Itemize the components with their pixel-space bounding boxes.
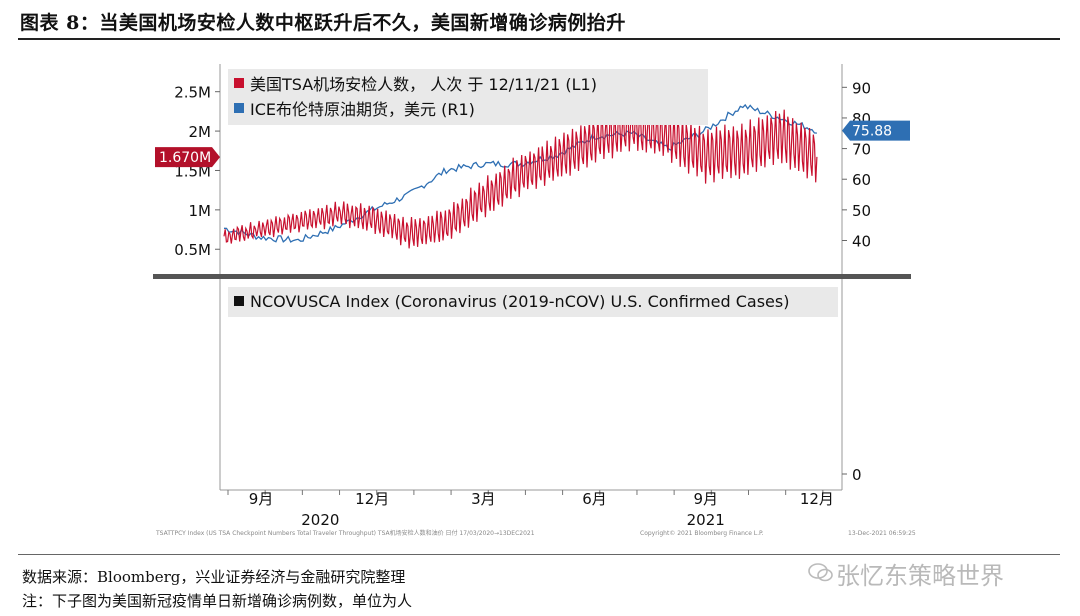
right-axis-tick-label: 70 xyxy=(852,141,871,159)
x-year-label: 2021 xyxy=(687,511,725,529)
left-axis-tick-label: 2.5M xyxy=(174,84,211,102)
legend-label-tsa: 美国TSA机场安检人数， 人次 于 12/11/21 (L1) xyxy=(250,75,597,94)
left-axis-tick-label: 0.5M xyxy=(174,241,211,259)
chart-note: 注：下子图为美国新冠疫情单日新增确诊病例数，单位为人 xyxy=(22,592,413,610)
fine-print-date: 13-Dec-2021 06:59:25 xyxy=(848,530,916,537)
watermark-brand: 张忆东策略世界 xyxy=(836,562,1004,590)
tsa-throughput-line xyxy=(223,103,818,249)
x-month-label: 12月 xyxy=(800,490,834,508)
data-source: 数据来源：Bloomberg，兴业证券经济与金融研究院整理 xyxy=(22,568,406,586)
right-axis-tick-label: 60 xyxy=(852,171,871,189)
x-month-label: 12月 xyxy=(355,490,389,508)
oil-last-value-label: 75.88 xyxy=(852,124,892,140)
left-axis-tick-label: 2M xyxy=(189,123,212,141)
legend-label-covid: NCOVUSCA Index (Coronavirus (2019-nCOV) … xyxy=(250,292,789,311)
panel-separator xyxy=(153,274,911,279)
x-month-label: 9月 xyxy=(249,490,274,508)
fine-print-left: TSATTPCY Index (US TSA Checkpoint Number… xyxy=(155,529,535,537)
legend-label-oil: ICE布伦特原油期货，美元 (R1) xyxy=(250,100,475,119)
figure-title: 图表 8：当美国机场安检人数中枢跃升后不久，美国新增确诊病例抬升 xyxy=(20,12,626,34)
oil-last-value-tag xyxy=(842,120,910,141)
legend-swatch-oil xyxy=(234,103,244,113)
legend-swatch-tsa xyxy=(234,78,244,88)
wechat-icon xyxy=(808,563,833,582)
fine-print-right: Copyright© 2021 Bloomberg Finance L.P. xyxy=(640,530,764,537)
x-month-label: 6月 xyxy=(582,490,607,508)
tsa-last-value-label: 1.670M xyxy=(159,150,211,166)
bottom-legend-box xyxy=(228,287,838,317)
x-month-label: 3月 xyxy=(471,490,496,508)
right-axis-tick-label: 50 xyxy=(852,202,871,220)
top-legend-box xyxy=(228,69,708,125)
x-year-label: 2020 xyxy=(301,511,339,529)
footer-rule xyxy=(18,554,1060,555)
legend-swatch-covid xyxy=(234,296,244,306)
bottom-axis-tick-label: 0 xyxy=(852,466,862,484)
right-axis-tick-label: 90 xyxy=(852,79,871,97)
title-rule xyxy=(18,38,1060,40)
right-axis-tick-label: 40 xyxy=(852,232,871,250)
tsa-last-value-tag xyxy=(155,147,220,168)
x-month-label: 9月 xyxy=(693,490,718,508)
left-axis-tick-label: 1M xyxy=(189,202,212,220)
oil-price-line xyxy=(223,103,817,243)
